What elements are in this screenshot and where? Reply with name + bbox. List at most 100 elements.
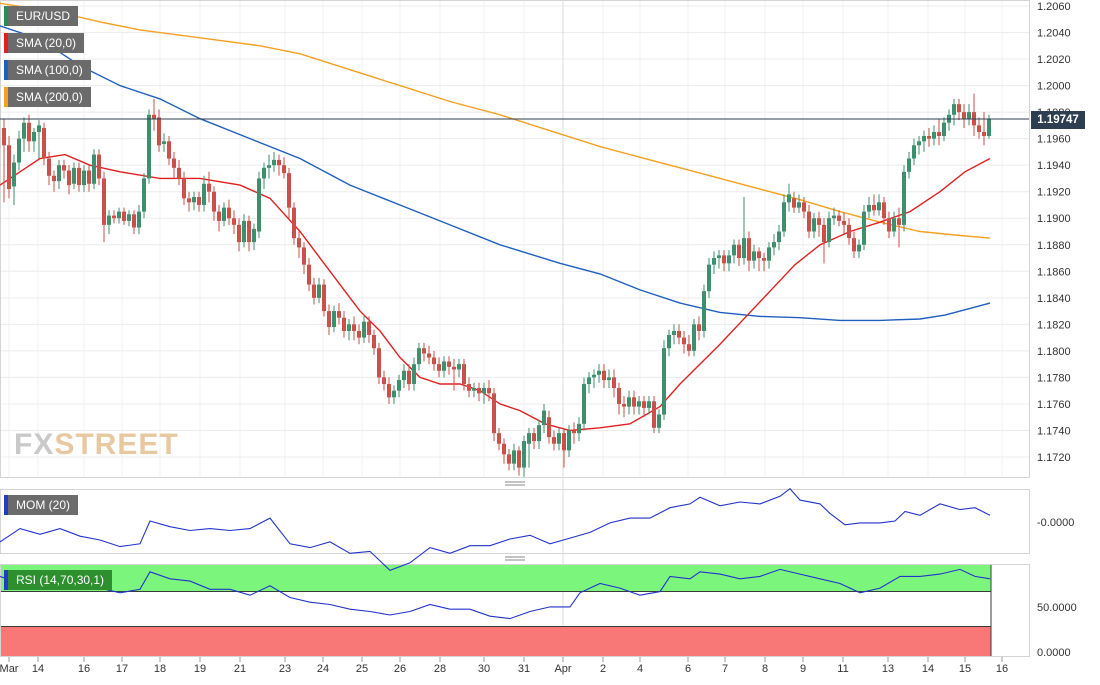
x-tick-label: 7 [722, 663, 728, 675]
candle-bear [982, 112, 986, 146]
legend-rsi[interactable]: RSI (14,70,30,1) [4, 570, 113, 590]
candle-bull [527, 427, 531, 468]
candle-bear [517, 446, 521, 476]
candle-bull [82, 165, 86, 192]
candle-bear [937, 118, 941, 146]
candle-bear [377, 342, 381, 385]
candle-bear [132, 210, 136, 235]
candle-bear [447, 356, 451, 375]
candle-bull [162, 133, 166, 152]
symbol-label: EUR/USD [16, 9, 71, 23]
candle-bear [217, 204, 221, 232]
candle-bull [767, 242, 771, 269]
panel-resize-handle-lower[interactable] [505, 556, 525, 561]
panel-resize-handle[interactable] [505, 481, 525, 486]
symbol-swatch [4, 6, 8, 26]
mom-tick-label: -0.0000 [1037, 517, 1074, 529]
mom-panel [0, 489, 1030, 554]
candle-bull [107, 210, 111, 235]
grid [1, 1, 1029, 656]
legend-sma20[interactable]: SMA (20,0) [4, 33, 85, 53]
y-tick-label: 1.1760 [1037, 399, 1071, 411]
legend-mom[interactable]: MOM (20) [4, 495, 78, 515]
candle-bear [822, 218, 826, 264]
candle-bull [907, 151, 911, 179]
fxstreet-logo: FXSTREET [14, 428, 179, 462]
candle-bull [922, 130, 926, 152]
y-tick-label: 1.2060 [1037, 1, 1071, 13]
candle-bull [267, 154, 271, 179]
candle-bear [452, 358, 456, 391]
candle-bull [57, 159, 61, 190]
candle-bull [742, 197, 746, 265]
x-tick-label: 31 [518, 663, 530, 675]
candle-bull [667, 329, 671, 357]
candle-bull [242, 214, 246, 248]
x-tick-label: 2 [600, 663, 606, 675]
candle-bear [387, 377, 391, 404]
candle-bull [137, 204, 141, 235]
candle-bull [662, 340, 666, 420]
mom-series [0, 487, 991, 572]
candle-bull [72, 162, 76, 190]
last-price-tag: 1.19747 [1031, 111, 1085, 129]
legend-symbol[interactable]: EUR/USD [4, 6, 79, 26]
sma100-swatch [4, 60, 8, 80]
candle-bull [147, 109, 151, 184]
y-tick-label: 1.1740 [1037, 425, 1071, 437]
candle-bear [492, 388, 496, 442]
candle-bull [932, 125, 936, 146]
candle-bull [577, 417, 581, 442]
candle-bear [232, 210, 236, 235]
candle-bear [367, 316, 371, 343]
candle-bull [512, 443, 516, 471]
x-tick-label: 13 [882, 663, 894, 675]
y-tick-label: 1.1780 [1037, 372, 1071, 384]
candle-bear [322, 279, 326, 317]
x-axis: Mar 14 16 17 18 19 21 23 24 25 26 28 30 31 Apr 2 4 6 7 8 9 11… [0, 657, 1008, 675]
candle-bear [562, 427, 566, 468]
candle-bear [897, 207, 901, 248]
y-tick-label: 1.1920 [1037, 187, 1071, 199]
x-tick-label: 14 [922, 663, 934, 675]
candle-bull [272, 151, 276, 172]
legend-sma100[interactable]: SMA (100,0) [4, 60, 91, 80]
candle-bear [297, 231, 301, 259]
candle-bear [677, 324, 681, 345]
sma200-swatch [4, 87, 8, 107]
candle-bear [612, 369, 616, 398]
candle-bear [847, 218, 851, 245]
y-tick-label: 1.2000 [1037, 81, 1071, 93]
candle-bull [782, 194, 786, 237]
candle-bear [652, 395, 656, 434]
candle-bear [547, 410, 551, 444]
candle-bear [102, 171, 106, 243]
candle-bull [417, 342, 421, 371]
candle-bear [152, 98, 156, 131]
logo-part-fx: FX [14, 428, 55, 461]
candle-bull [827, 211, 831, 248]
candle-bull [257, 171, 261, 239]
rsi-line [0, 568, 991, 620]
candle-bull [362, 316, 366, 343]
candle-bull [627, 390, 631, 415]
x-tick-label: 28 [434, 663, 446, 675]
candle-bull [777, 224, 781, 251]
candle-bear [687, 334, 691, 357]
legend-sma200[interactable]: SMA (200,0) [4, 87, 91, 107]
candle-bear [722, 250, 726, 272]
candle-bull [482, 382, 486, 404]
candle-bear [327, 304, 331, 335]
mom-label: MOM (20) [16, 498, 70, 512]
x-tick-label: 17 [116, 663, 128, 675]
candle-bear [277, 154, 281, 176]
candle-bear [407, 364, 411, 391]
candle-bear [302, 242, 306, 274]
x-tick-label: 30 [478, 663, 490, 675]
candle-bull [17, 130, 21, 171]
y-tick-label: 1.1720 [1037, 452, 1071, 464]
candle-bear [427, 345, 431, 365]
candle-bull [457, 358, 461, 378]
candle-bear [757, 247, 761, 272]
candle-bear [247, 215, 251, 252]
